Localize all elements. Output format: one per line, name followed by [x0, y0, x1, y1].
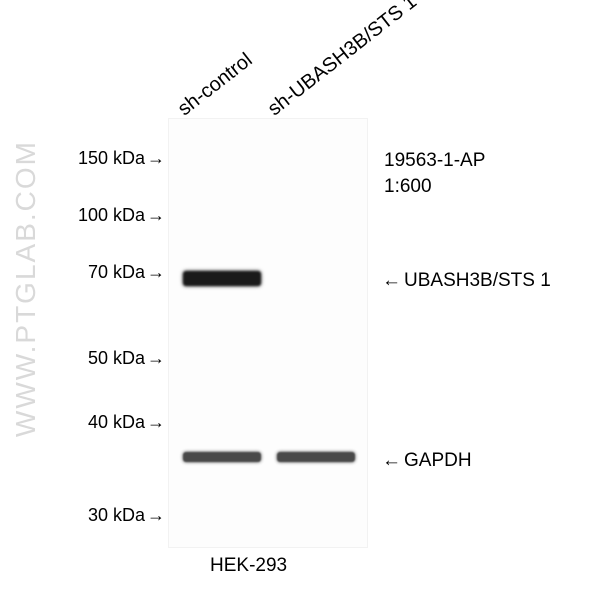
- arrow-right-icon: →: [147, 262, 165, 283]
- arrow-right-icon: →: [147, 205, 165, 226]
- arrow-right-icon: →: [147, 505, 165, 526]
- blot-figure: WWW.PTGLAB.COM 150 kDa→100 kDa→70 kDa→50…: [0, 0, 600, 600]
- protein-band: [183, 271, 261, 286]
- band-annotation: ←GAPDH: [382, 450, 472, 472]
- protein-band: [183, 452, 261, 462]
- watermark-text: WWW.PTGLAB.COM: [10, 140, 42, 437]
- mw-marker: 40 kDa→: [60, 412, 165, 433]
- lane-header: sh-control: [174, 49, 257, 121]
- antibody-catalog: 19563-1-AP: [384, 150, 485, 172]
- cell-line-label: HEK-293: [210, 555, 287, 577]
- arrow-right-icon: →: [147, 412, 165, 433]
- antibody-dilution: 1:600: [384, 176, 432, 198]
- band-annotation-text: UBASH3B/STS 1: [404, 270, 551, 291]
- lane-header: sh-UBASH3B/STS 1: [264, 0, 422, 121]
- mw-marker: 100 kDa→: [60, 205, 165, 226]
- mw-marker-text: 30 kDa: [88, 505, 145, 525]
- mw-marker: 30 kDa→: [60, 505, 165, 526]
- mw-marker-text: 40 kDa: [88, 412, 145, 432]
- mw-marker: 150 kDa→: [60, 148, 165, 169]
- band-annotation-text: GAPDH: [404, 450, 472, 471]
- band-annotation: ←UBASH3B/STS 1: [382, 270, 551, 292]
- mw-marker-text: 150 kDa: [78, 148, 145, 168]
- blot-membrane: [168, 118, 368, 548]
- mw-marker-text: 50 kDa: [88, 348, 145, 368]
- arrow-right-icon: →: [147, 348, 165, 369]
- mw-marker: 50 kDa→: [60, 348, 165, 369]
- lane-sh-ubash3b: [271, 119, 361, 547]
- arrow-right-icon: →: [147, 148, 165, 169]
- arrow-left-icon: ←: [382, 270, 401, 292]
- lane-sh-control: [177, 119, 267, 547]
- mw-marker-text: 70 kDa: [88, 262, 145, 282]
- mw-marker-text: 100 kDa: [78, 205, 145, 225]
- arrow-left-icon: ←: [382, 450, 401, 472]
- protein-band: [277, 452, 355, 462]
- mw-marker: 70 kDa→: [60, 262, 165, 283]
